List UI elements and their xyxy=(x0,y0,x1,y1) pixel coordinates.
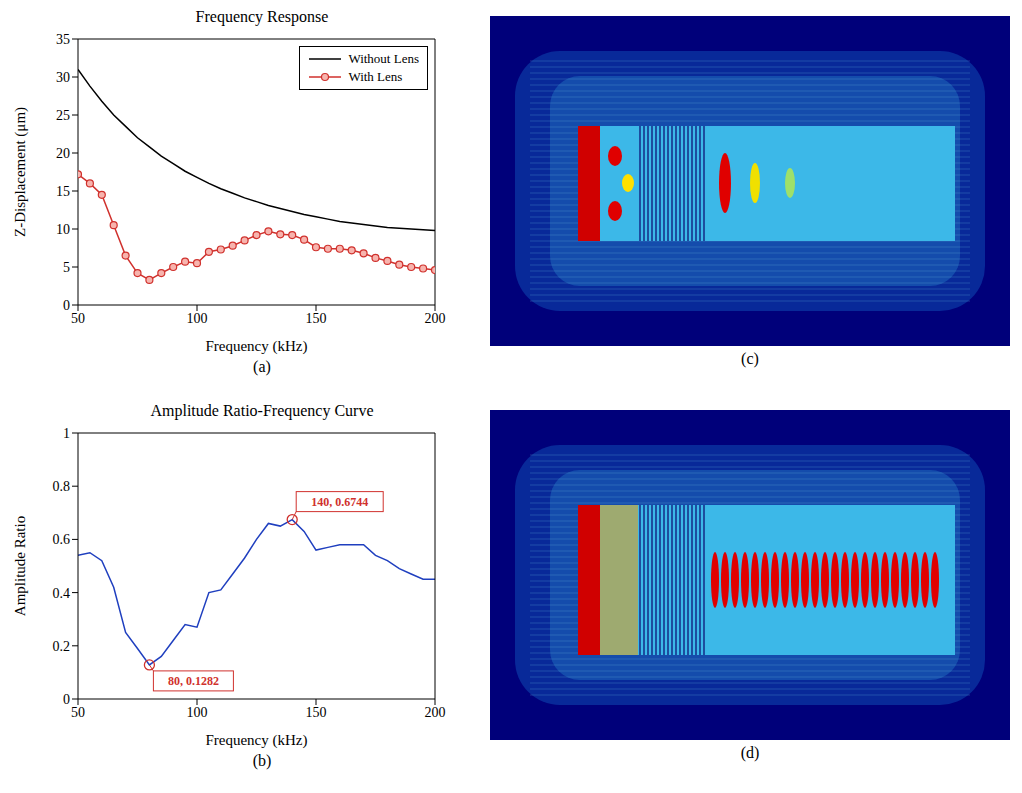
html-text:Frequency Response: Frequency Response xyxy=(195,8,329,25)
svg-text:Z-Displacement (μm): Z-Displacement (μm) xyxy=(12,107,29,237)
svg-text:1: 1 xyxy=(63,426,70,441)
svg-text:150: 150 xyxy=(306,311,327,326)
svg-text:80, 0.1282: 80, 0.1282 xyxy=(168,674,219,688)
svg-text:50: 50 xyxy=(71,705,85,720)
svg-text:200: 200 xyxy=(425,311,446,326)
svg-text:0: 0 xyxy=(63,692,70,707)
svg-text:35: 35 xyxy=(56,32,70,47)
svg-text:50: 50 xyxy=(71,311,85,326)
svg-text:200: 200 xyxy=(425,705,446,720)
html-text:(d): (d) xyxy=(740,744,760,761)
svg-text:140, 0.6744: 140, 0.6744 xyxy=(311,495,368,509)
svg-text:Amplitude Ratio: Amplitude Ratio xyxy=(12,516,28,616)
svg-text:10: 10 xyxy=(56,222,70,237)
html-text:Without Lens: Without Lens xyxy=(348,51,419,66)
html-text:(b): (b) xyxy=(252,752,272,769)
svg-text:100: 100 xyxy=(187,705,208,720)
svg-text:30: 30 xyxy=(56,70,70,85)
html-text:Amplitude Ratio-Frequency Curv: Amplitude Ratio-Frequency Curve xyxy=(150,402,374,419)
svg-text:15: 15 xyxy=(56,184,70,199)
html-text:(c): (c) xyxy=(741,350,759,367)
svg-text:0.8: 0.8 xyxy=(53,479,71,494)
svg-text:Frequency (kHz): Frequency (kHz) xyxy=(205,338,307,355)
svg-text:25: 25 xyxy=(56,108,70,123)
html-text:(a): (a) xyxy=(253,358,271,375)
svg-text:5: 5 xyxy=(63,260,70,275)
svg-text:0: 0 xyxy=(63,298,70,313)
svg-text:0.2: 0.2 xyxy=(53,639,71,654)
svg-text:0.4: 0.4 xyxy=(53,586,71,601)
svg-text:150: 150 xyxy=(306,705,327,720)
svg-text:100: 100 xyxy=(187,311,208,326)
svg-text:20: 20 xyxy=(56,146,70,161)
svg-text:Frequency (kHz): Frequency (kHz) xyxy=(205,732,307,749)
html-text:With Lens: With Lens xyxy=(348,69,403,84)
svg-text:0.6: 0.6 xyxy=(53,532,71,547)
